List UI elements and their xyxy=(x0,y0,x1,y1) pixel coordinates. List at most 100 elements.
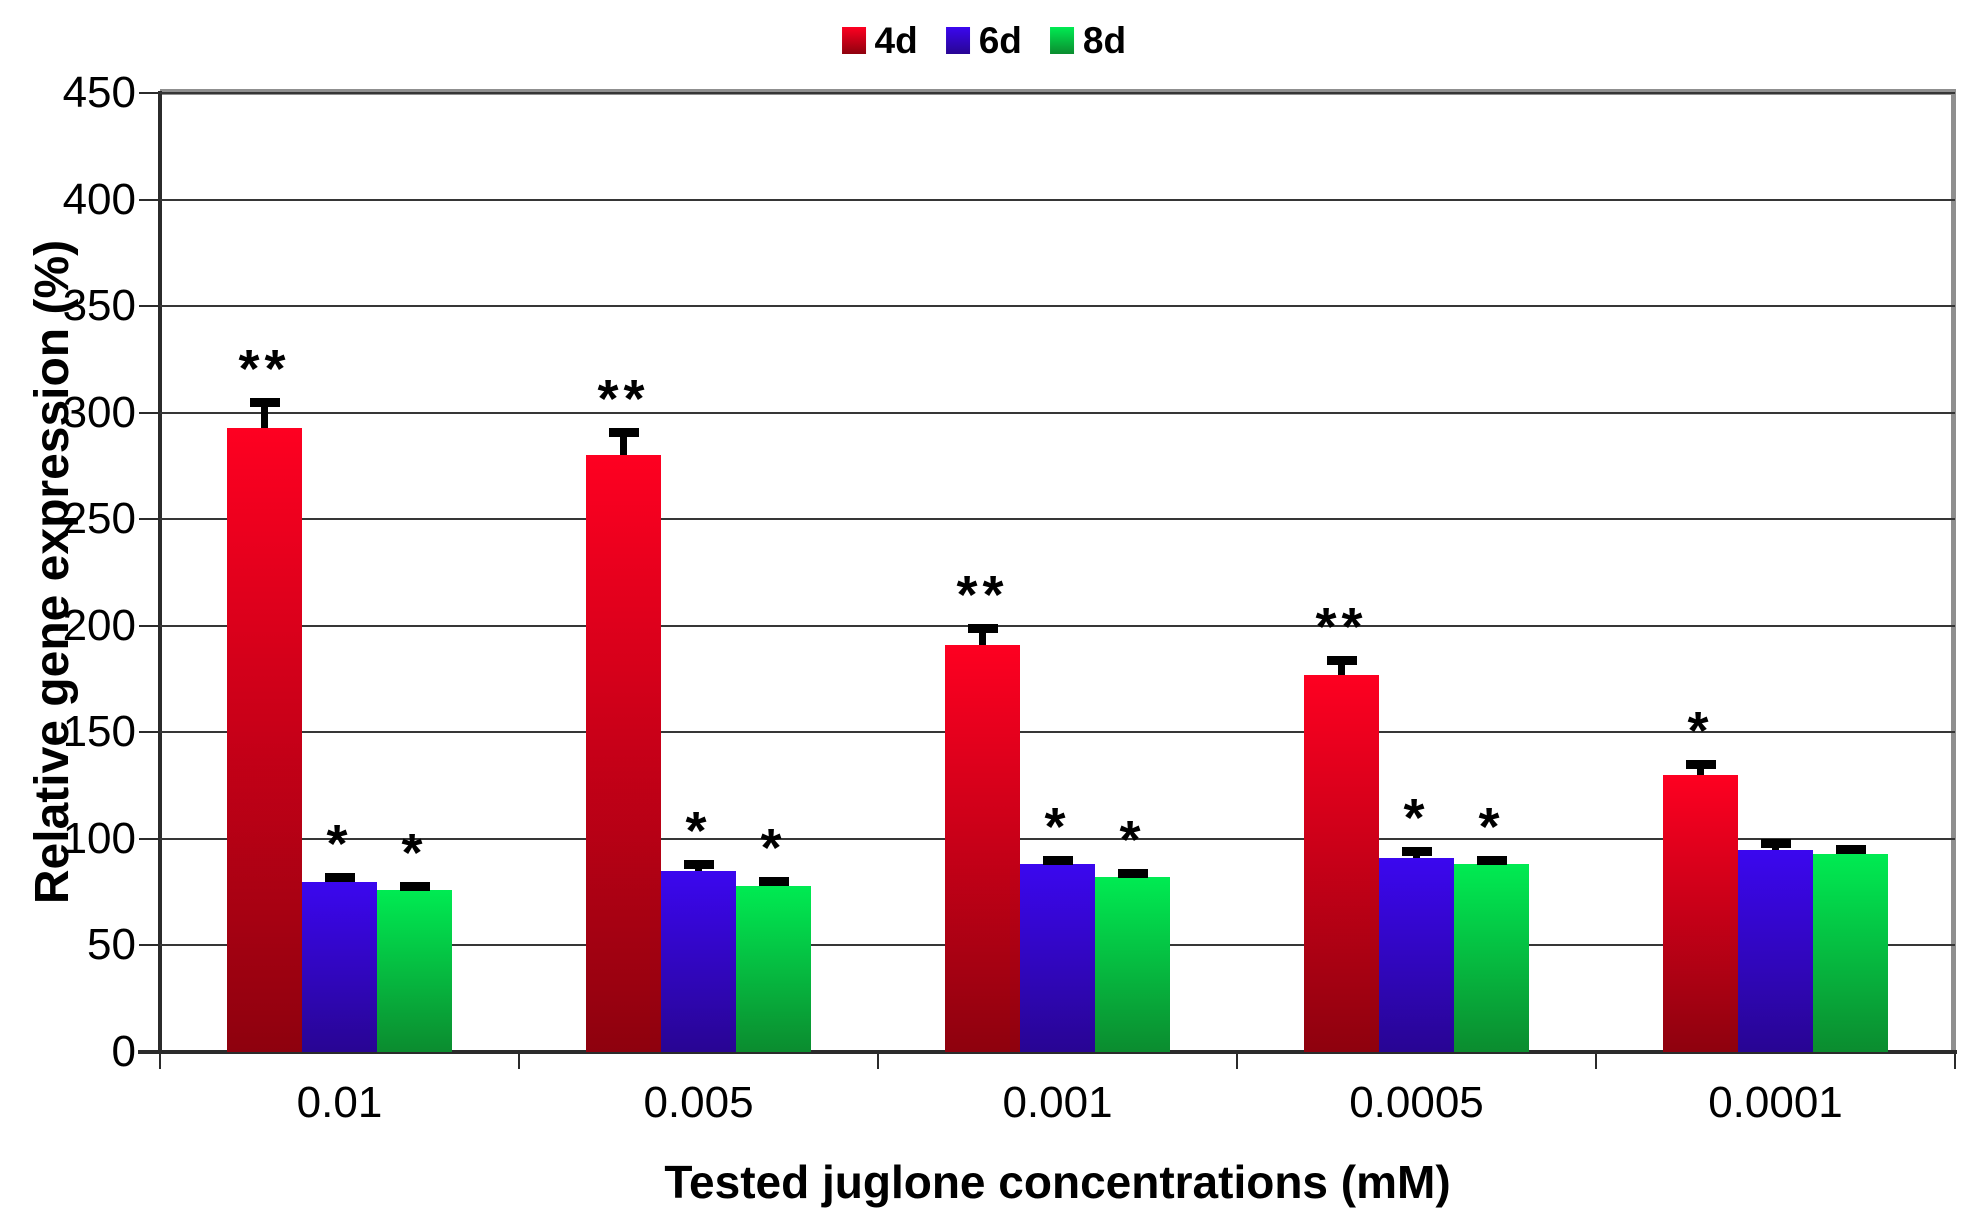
y-tick-label-450: 450 xyxy=(62,68,136,117)
y-tick-0 xyxy=(139,1051,160,1053)
significance-6d-0.001: * xyxy=(1044,796,1071,857)
significance-4d-0.005: ** xyxy=(597,368,650,429)
chart-legend: 4d 6d 8d xyxy=(841,20,1127,61)
significance-8d-0.0005: * xyxy=(1478,796,1505,857)
y-tick-label-100: 100 xyxy=(62,813,136,863)
error-whisker-4d-0.005 xyxy=(620,431,627,456)
error-cap-4d-0.005 xyxy=(608,427,639,437)
error-cap-6d-0.0005 xyxy=(1401,847,1432,857)
y-tick-label-350: 350 xyxy=(62,281,136,331)
bar-4d-0.0001 xyxy=(1663,774,1738,1052)
x-tick-1 xyxy=(518,1052,520,1069)
y-tick-label-150: 150 xyxy=(62,707,136,757)
x-tick-5 xyxy=(1954,1052,1956,1069)
error-cap-4d-0.01 xyxy=(249,397,280,407)
error-cap-6d-0.0001 xyxy=(1760,838,1791,848)
legend-item-6d: 6d xyxy=(945,20,1022,61)
y-tick-label-50: 50 xyxy=(87,920,136,970)
gridline-250 xyxy=(160,518,1955,521)
bar-4d-0.0005 xyxy=(1304,674,1379,1052)
gridline-300 xyxy=(160,411,1955,414)
x-tick-2 xyxy=(877,1052,879,1069)
legend-label-8d: 8d xyxy=(1082,20,1127,61)
y-tick-label-0: 0 xyxy=(111,1027,136,1076)
error-whisker-4d-0.0001 xyxy=(1697,764,1704,775)
bar-8d-0.005 xyxy=(736,885,811,1052)
error-cap-4d-0.0005 xyxy=(1326,655,1357,665)
y-tick-450 xyxy=(139,92,160,94)
significance-4d-0.0005: ** xyxy=(1315,596,1368,657)
gridline-200 xyxy=(160,624,1955,627)
bar-4d-0.005 xyxy=(586,455,661,1052)
legend-label-4d: 4d xyxy=(874,20,918,61)
gridline-400 xyxy=(160,198,1955,201)
y-tick-label-200: 200 xyxy=(62,600,136,650)
significance-4d-0.001: ** xyxy=(956,564,1009,625)
significance-8d-0.01: * xyxy=(401,822,428,883)
y-tick-50 xyxy=(139,944,160,947)
error-cap-8d-0.001 xyxy=(1117,868,1148,878)
x-tick-3 xyxy=(1236,1052,1238,1069)
legend-swatch-4d xyxy=(841,27,866,54)
error-cap-4d-0.0001 xyxy=(1685,760,1716,770)
y-tick-300 xyxy=(139,411,160,414)
y-tick-label-300: 300 xyxy=(62,387,136,437)
bar-8d-0.001 xyxy=(1095,877,1170,1052)
x-category-label-0.0001: 0.0001 xyxy=(1708,1078,1843,1127)
x-axis-line xyxy=(138,1050,1957,1054)
error-cap-6d-0.01 xyxy=(324,872,355,882)
bar-4d-0.001 xyxy=(945,644,1020,1052)
x-category-label-0.001: 0.001 xyxy=(1002,1078,1113,1127)
significance-8d-0.005: * xyxy=(760,818,787,879)
error-cap-8d-0.0005 xyxy=(1476,855,1507,865)
plot-border-right xyxy=(1951,89,1956,1052)
bar-8d-0.0001 xyxy=(1813,853,1888,1052)
y-tick-label-400: 400 xyxy=(62,174,136,224)
significance-4d-0.0001: * xyxy=(1687,701,1714,762)
bar-8d-0.01 xyxy=(377,890,452,1052)
y-tick-250 xyxy=(139,518,160,521)
legend-swatch-8d xyxy=(1049,27,1074,54)
bar-6d-0.005 xyxy=(661,870,736,1052)
y-tick-350 xyxy=(139,305,160,308)
x-axis-title: Tested juglone concentrations (mM) xyxy=(664,1156,1451,1208)
significance-6d-0.0005: * xyxy=(1403,788,1430,849)
legend-swatch-6d xyxy=(945,27,970,54)
error-whisker-4d-0.0005 xyxy=(1338,659,1345,675)
significance-6d-0.005: * xyxy=(685,801,712,862)
bar-6d-0.01 xyxy=(302,881,377,1052)
y-tick-200 xyxy=(139,624,160,627)
y-tick-400 xyxy=(139,198,160,201)
legend-label-6d: 6d xyxy=(978,20,1022,61)
bar-8d-0.0005 xyxy=(1454,864,1529,1052)
significance-6d-0.01: * xyxy=(326,813,353,874)
x-category-label-0.01: 0.01 xyxy=(296,1078,383,1127)
gridline-350 xyxy=(160,305,1955,308)
bar-6d-0.0005 xyxy=(1379,858,1454,1052)
error-cap-6d-0.001 xyxy=(1042,855,1073,865)
y-tick-100 xyxy=(139,837,160,840)
gridline-100 xyxy=(160,837,1955,840)
bar-6d-0.001 xyxy=(1020,864,1095,1052)
error-cap-6d-0.005 xyxy=(683,860,714,870)
x-tick-0 xyxy=(159,1052,161,1069)
error-cap-4d-0.001 xyxy=(967,623,998,633)
x-category-label-0.0005: 0.0005 xyxy=(1349,1078,1484,1127)
x-tick-4 xyxy=(1595,1052,1597,1069)
x-category-label-0.005: 0.005 xyxy=(643,1078,754,1127)
significance-8d-0.001: * xyxy=(1119,809,1146,870)
bar-4d-0.01 xyxy=(227,427,302,1052)
legend-item-4d: 4d xyxy=(841,20,918,61)
bar-6d-0.0001 xyxy=(1738,849,1813,1052)
significance-4d-0.01: ** xyxy=(238,338,291,399)
error-cap-8d-0.01 xyxy=(399,881,430,891)
legend-item-8d: 8d xyxy=(1049,20,1127,61)
y-tick-label-250: 250 xyxy=(62,494,136,544)
error-whisker-4d-0.001 xyxy=(979,627,986,645)
gridline-150 xyxy=(160,731,1955,734)
gridline-450 xyxy=(160,92,1955,94)
error-cap-8d-0.005 xyxy=(758,877,789,887)
error-cap-8d-0.0001 xyxy=(1835,845,1866,855)
error-whisker-4d-0.01 xyxy=(261,401,268,428)
